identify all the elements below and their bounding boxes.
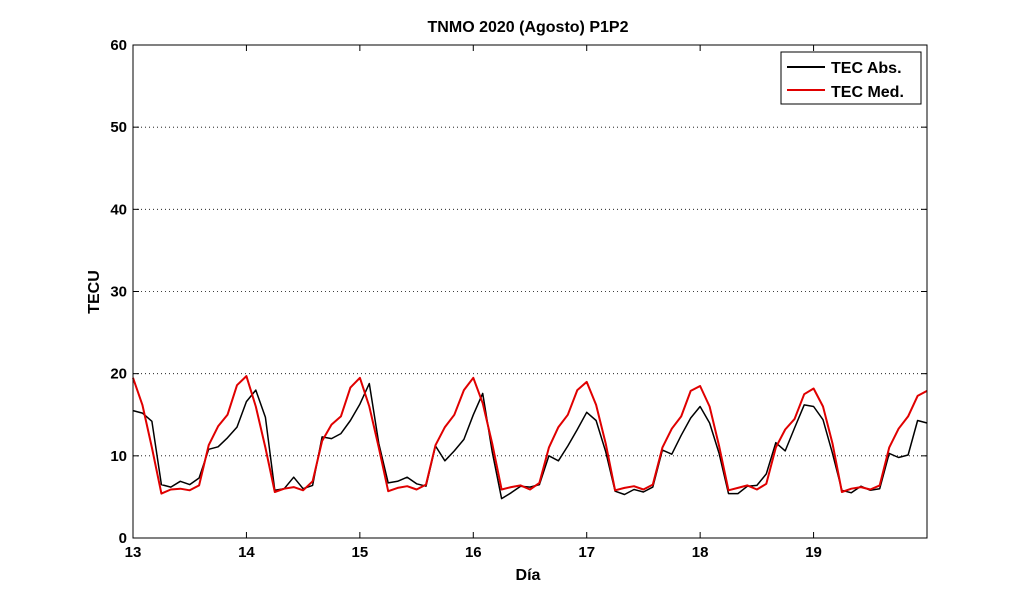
y-tick-label: 30 (110, 284, 127, 301)
x-tick-label: 13 (125, 544, 142, 561)
y-tick-label: 20 (110, 366, 127, 383)
x-tick-label: 16 (465, 544, 482, 561)
y-axis-label: TECU (86, 270, 103, 314)
x-tick-label: 14 (238, 544, 255, 561)
y-tick-label: 40 (110, 201, 127, 218)
legend-label-tec-abs: TEC Abs. (831, 60, 902, 77)
series-lines (132, 375, 928, 500)
y-tick-label: 0 (119, 530, 127, 547)
x-tick-label: 15 (352, 544, 369, 561)
legend: TEC Abs. TEC Med. (780, 51, 922, 105)
y-tick-label: 10 (110, 448, 127, 465)
series-line-tec-abs (132, 382, 928, 500)
x-tick-label: 18 (692, 544, 709, 561)
legend-box (780, 51, 922, 105)
y-tick-label: 50 (110, 119, 127, 136)
x-tick-label: 17 (578, 544, 595, 561)
axis-ticks: 0 10 20 30 40 50 60 13 14 15 16 17 18 19 (110, 37, 927, 561)
legend-label-tec-med: TEC Med. (831, 84, 904, 101)
x-axis-label: Día (516, 567, 541, 584)
chart-title: TNMO 2020 (Agosto) P1P2 (428, 19, 629, 36)
gridlines (133, 126, 927, 457)
x-tick-label: 19 (805, 544, 822, 561)
series-line-tec-med (132, 375, 928, 495)
y-tick-label: 60 (110, 37, 127, 54)
